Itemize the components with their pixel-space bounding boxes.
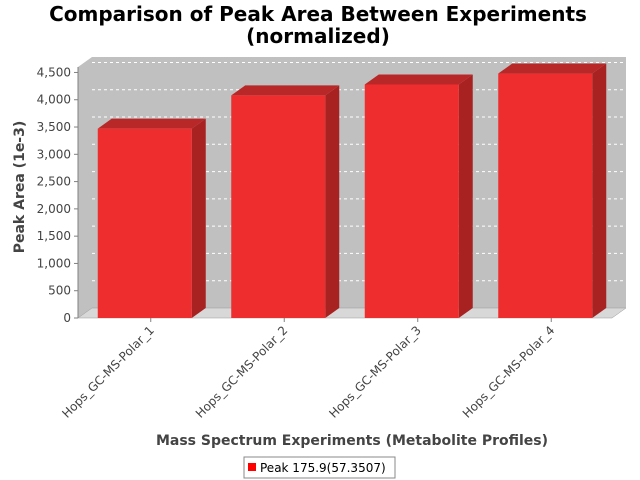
chart-title-line1: Comparison of Peak Area Between Experime… (49, 2, 587, 26)
chart-title-line2: (normalized) (246, 24, 390, 48)
bar-front (231, 95, 326, 318)
bar (498, 63, 607, 319)
bar-top (231, 85, 340, 96)
y-axis-ticks: 0 500 1,000 1,500 2,000 2,500 3,000 3,500 4,000 4… (37, 65, 78, 325)
legend-box (243, 456, 396, 479)
y-tick-label: 3,000 (37, 147, 71, 161)
bars (97, 63, 607, 319)
bar-top (498, 63, 607, 74)
bar-front (498, 73, 593, 319)
y-tick-label: 4,000 (37, 93, 71, 107)
bar-side (325, 85, 340, 318)
legend: Peak 175.9(57.3507) (243, 456, 396, 479)
plot-back-wall (78, 57, 626, 318)
x-tick-label: Hops_GC-MS-Polar_2 (193, 323, 291, 421)
bar-side (191, 118, 206, 319)
bar-side (458, 74, 473, 318)
bar-top (364, 74, 473, 85)
y-tick-label: 2,000 (37, 202, 71, 216)
x-tick-label: Hops_GC-MS-Polar_4 (460, 323, 558, 421)
legend-label: Peak 175.9(57.3507) (260, 461, 386, 475)
x-tick-label: Hops_GC-MS-Polar_3 (326, 323, 424, 421)
y-tick-label: 1,500 (37, 229, 71, 243)
y-tick-label: 1,000 (37, 256, 71, 270)
y-tick-label: 3,500 (37, 120, 71, 134)
y-tick-label: 4,500 (37, 65, 71, 79)
bar-front (97, 128, 192, 318)
bar-side (592, 63, 607, 319)
x-axis-label: Mass Spectrum Experiments (Metabolite Pr… (156, 433, 548, 449)
x-tick-label: Hops_GC-MS-Polar_1 (59, 323, 157, 421)
y-tick-label: 2,500 (37, 175, 71, 189)
y-axis-label: Peak Area (1e-3) (12, 121, 28, 254)
bar-front (364, 84, 459, 318)
legend-swatch (248, 463, 256, 471)
bar (231, 85, 340, 318)
bar (364, 74, 473, 318)
y-tick-label: 0 (63, 311, 71, 325)
y-tick-label: 500 (48, 284, 71, 298)
bar (97, 118, 206, 319)
bar-top (97, 118, 206, 129)
x-axis-tick-labels: Hops_GC-MS-Polar_1 Hops_GC-MS-Polar_2 Hops… (59, 318, 557, 421)
